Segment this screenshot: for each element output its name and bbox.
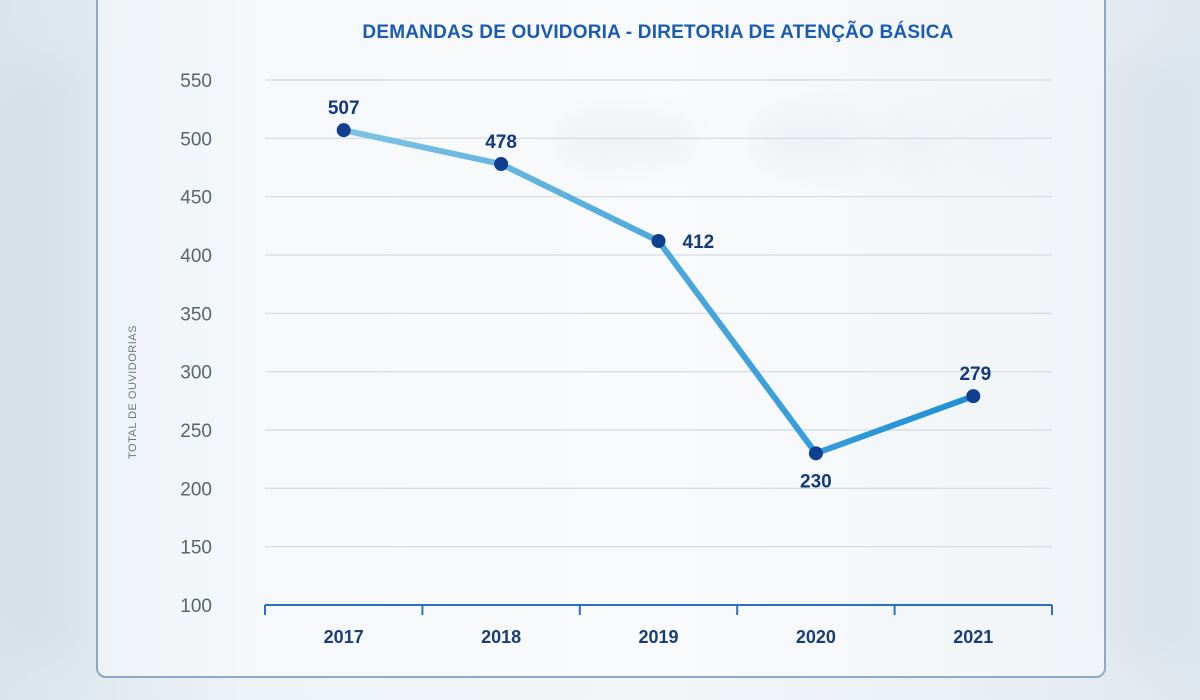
series-markers	[336, 123, 981, 461]
data-point	[336, 123, 351, 138]
data-label: 230	[800, 471, 832, 492]
y-tick-label: 100	[180, 596, 212, 617]
y-tick-label: 250	[180, 421, 212, 442]
data-label: 279	[959, 364, 991, 385]
data-label: 478	[485, 132, 517, 153]
data-labels: 507 478 412 230 279	[328, 98, 991, 492]
x-tick-label: 2017	[324, 627, 364, 647]
data-point	[651, 234, 666, 248]
x-tick-label: 2020	[796, 627, 836, 647]
y-tick-label: 350	[180, 304, 212, 325]
data-label: 412	[683, 232, 715, 253]
y-tick-label: 200	[180, 479, 212, 500]
data-point	[966, 389, 981, 404]
chart-panel	[96, 0, 1106, 678]
y-tick-label: 300	[180, 363, 212, 384]
data-point	[494, 157, 509, 171]
series-line	[340, 127, 977, 457]
x-tick-label: 2018	[481, 627, 521, 647]
y-axis-ticks: 100 150 200 250 300 350 400 450 500 550	[180, 71, 212, 617]
y-tick-label: 150	[180, 538, 212, 559]
data-point	[808, 446, 823, 461]
series-line-path	[340, 127, 977, 457]
y-tick-label: 550	[180, 71, 212, 92]
y-axis-title: TOTAL DE OUVIDORIAS	[127, 325, 139, 459]
x-tick-label: 2021	[953, 627, 993, 647]
y-tick-label: 400	[180, 246, 212, 267]
chart-title: DEMANDAS DE OUVIDORIA - DIRETORIA DE ATE…	[362, 22, 954, 43]
y-tick-label: 500	[180, 129, 212, 150]
y-tick-label: 450	[180, 188, 212, 209]
x-axis: 2017 2018 2019 2020 2021	[264, 604, 1053, 647]
grid-lines	[265, 79, 1052, 548]
x-tick-label: 2019	[638, 627, 678, 647]
data-label: 507	[328, 98, 360, 119]
